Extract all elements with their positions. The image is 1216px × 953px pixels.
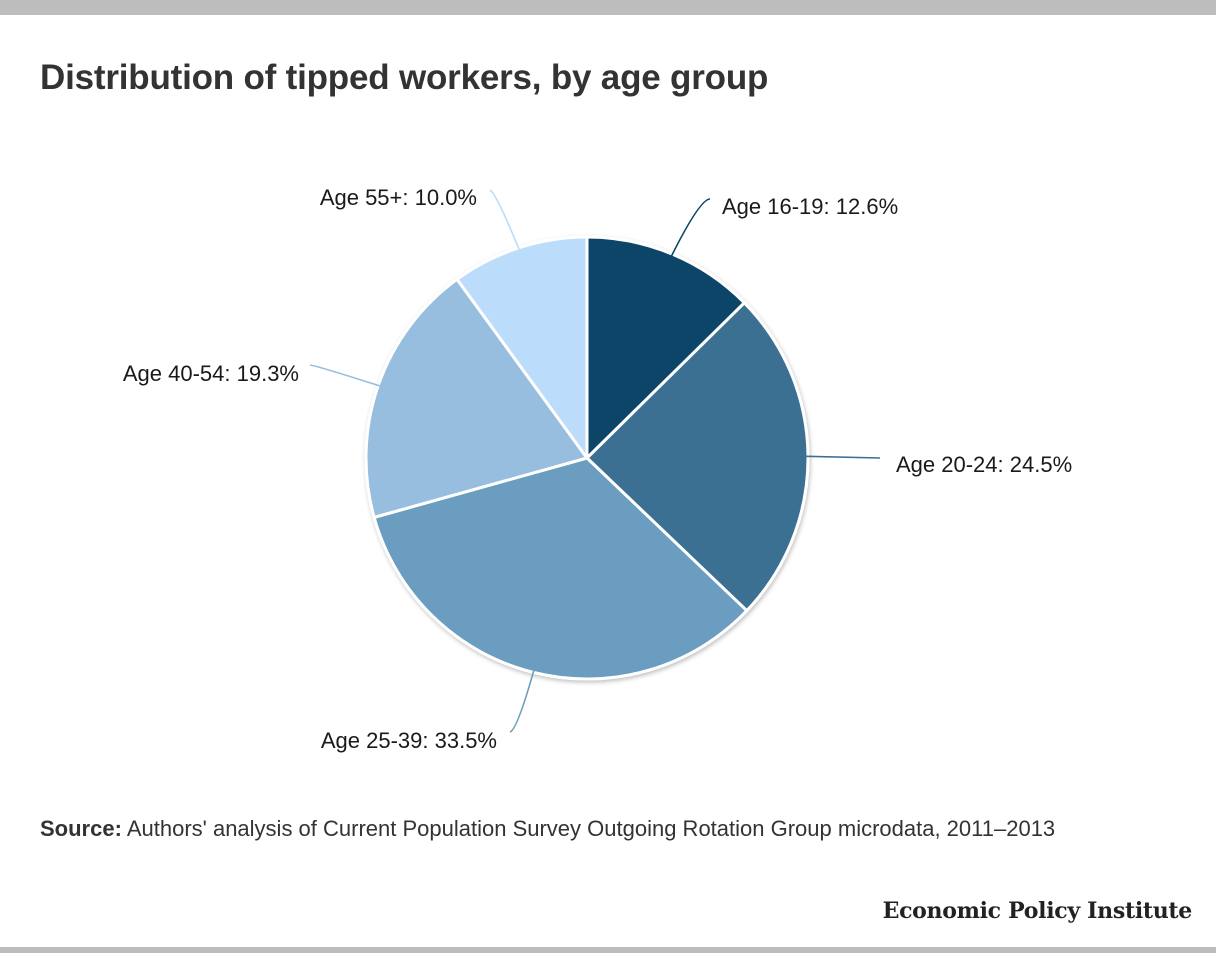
slice-label-2: Age 25-39: 33.5%	[321, 728, 497, 753]
top-border-bar	[0, 0, 1216, 15]
source-text: Authors' analysis of Current Population …	[126, 816, 1056, 841]
brand-logo: Economic Policy Institute	[882, 898, 1193, 924]
leader-line-3	[309, 364, 381, 387]
pie-leader-lines	[309, 189, 881, 733]
pie-labels: Age 16-19: 12.6% Age 20-24: 24.5% Age 25-3…	[123, 185, 1072, 753]
pie-slices	[364, 235, 810, 681]
leader-line-2	[509, 670, 535, 733]
chart-title: Distribution of tipped workers, by age g…	[40, 58, 769, 97]
slice-label-3: Age 40-54: 19.3%	[123, 361, 299, 386]
source-label: Source:	[40, 816, 122, 841]
leader-line-1	[805, 455, 881, 459]
leader-line-4	[489, 189, 521, 251]
source-note: Source: Authors' analysis of Current Pop…	[40, 813, 1170, 844]
slice-label-1: Age 20-24: 24.5%	[896, 452, 1072, 477]
slice-label-4: Age 55+: 10.0%	[320, 185, 477, 210]
slice-label-0: Age 16-19: 12.6%	[722, 194, 898, 219]
bottom-border-bar	[0, 947, 1216, 953]
leader-line-0	[670, 198, 711, 257]
